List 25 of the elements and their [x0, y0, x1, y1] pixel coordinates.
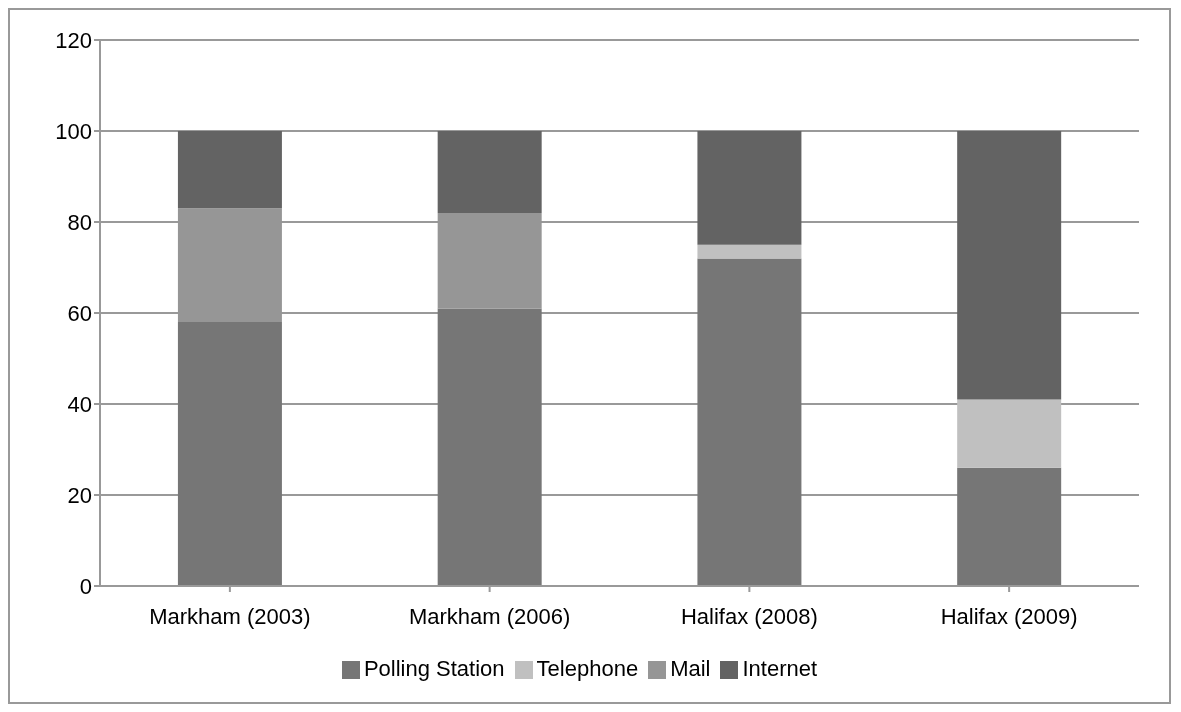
- y-tick-label: 100: [55, 118, 92, 144]
- legend-label: Telephone: [536, 656, 639, 681]
- bar: [957, 399, 1062, 468]
- y-tick-label: 80: [67, 209, 92, 235]
- legend-label: Internet: [742, 656, 818, 681]
- x-tick-label: Markham (2003): [149, 603, 311, 629]
- y-tick-label: 40: [67, 391, 92, 417]
- bar: [177, 322, 282, 586]
- legend-label: Mail: [670, 656, 711, 681]
- x-tick-label: Markham (2006): [408, 603, 571, 629]
- x-tick-label: Halifax (2009): [940, 603, 1078, 629]
- bar: [177, 131, 282, 209]
- bar: [697, 131, 802, 245]
- bar: [697, 244, 802, 259]
- y-tick-label: 120: [55, 27, 92, 53]
- bar: [697, 258, 802, 586]
- bar: [957, 467, 1062, 586]
- bar: [437, 131, 542, 213]
- y-tick-label: 0: [79, 573, 92, 599]
- bar: [437, 308, 542, 586]
- bar: [957, 131, 1062, 400]
- legend-label: Polling Station: [363, 656, 505, 681]
- x-tick-label: Halifax (2008): [680, 603, 818, 629]
- y-tick-label: 20: [67, 482, 92, 508]
- y-tick-label: 60: [67, 300, 92, 326]
